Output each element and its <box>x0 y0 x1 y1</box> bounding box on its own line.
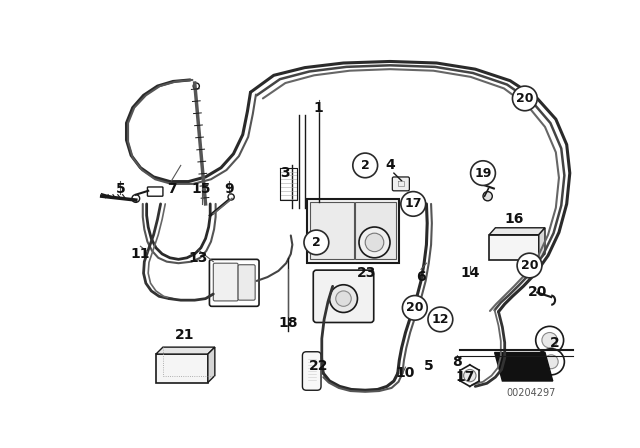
Circle shape <box>228 194 234 200</box>
Text: 20: 20 <box>516 92 534 105</box>
FancyBboxPatch shape <box>313 270 374 323</box>
Text: 22: 22 <box>309 358 328 373</box>
FancyBboxPatch shape <box>307 198 399 263</box>
Circle shape <box>483 192 492 201</box>
FancyBboxPatch shape <box>303 352 321 390</box>
FancyBboxPatch shape <box>213 263 238 301</box>
Text: 23: 23 <box>357 266 376 280</box>
Text: 8: 8 <box>452 355 462 369</box>
Circle shape <box>538 349 564 375</box>
Circle shape <box>517 253 542 278</box>
FancyBboxPatch shape <box>392 177 410 191</box>
Circle shape <box>513 86 537 111</box>
Text: 12: 12 <box>431 313 449 326</box>
Circle shape <box>336 291 351 306</box>
Circle shape <box>353 153 378 178</box>
Text: 2: 2 <box>361 159 369 172</box>
Polygon shape <box>489 235 539 260</box>
Text: 9: 9 <box>224 181 234 195</box>
Circle shape <box>463 370 476 382</box>
Circle shape <box>359 227 390 258</box>
Text: 21: 21 <box>175 328 195 342</box>
Circle shape <box>365 233 384 252</box>
Text: 2: 2 <box>312 236 321 249</box>
Text: 6: 6 <box>416 270 426 284</box>
Text: 4: 4 <box>385 159 395 172</box>
FancyBboxPatch shape <box>147 187 163 196</box>
Text: 3: 3 <box>280 166 289 180</box>
Text: 20: 20 <box>521 259 538 272</box>
Circle shape <box>542 332 557 348</box>
Text: 20: 20 <box>406 302 424 314</box>
Circle shape <box>304 230 329 255</box>
Text: 5: 5 <box>424 358 434 373</box>
Circle shape <box>193 83 199 89</box>
Polygon shape <box>495 353 553 381</box>
Text: 17: 17 <box>404 198 422 211</box>
Circle shape <box>403 296 428 320</box>
Text: 5: 5 <box>115 181 125 195</box>
Text: 2: 2 <box>549 336 559 349</box>
FancyBboxPatch shape <box>209 259 259 306</box>
Text: 16: 16 <box>504 212 524 226</box>
Circle shape <box>470 161 495 185</box>
Polygon shape <box>156 347 215 354</box>
Circle shape <box>428 307 452 332</box>
Text: 7: 7 <box>166 181 176 195</box>
Text: 00204297: 00204297 <box>506 388 556 397</box>
Text: 11: 11 <box>131 247 150 261</box>
Text: 17: 17 <box>456 370 475 384</box>
FancyBboxPatch shape <box>238 265 255 300</box>
Polygon shape <box>208 347 215 383</box>
Circle shape <box>132 195 140 202</box>
Text: 14: 14 <box>460 266 479 280</box>
Circle shape <box>536 326 564 354</box>
Text: 10: 10 <box>396 366 415 380</box>
Circle shape <box>544 355 558 369</box>
Text: 20: 20 <box>527 285 547 299</box>
Text: 18: 18 <box>278 316 298 330</box>
FancyBboxPatch shape <box>310 202 355 259</box>
FancyBboxPatch shape <box>355 202 396 259</box>
Text: 19: 19 <box>474 167 492 180</box>
Circle shape <box>401 192 426 216</box>
Text: 13: 13 <box>189 251 208 265</box>
Text: 1: 1 <box>314 101 324 115</box>
Polygon shape <box>539 228 545 260</box>
Polygon shape <box>489 228 545 235</box>
Text: 15: 15 <box>192 181 211 195</box>
Polygon shape <box>156 354 208 383</box>
Circle shape <box>330 285 358 313</box>
